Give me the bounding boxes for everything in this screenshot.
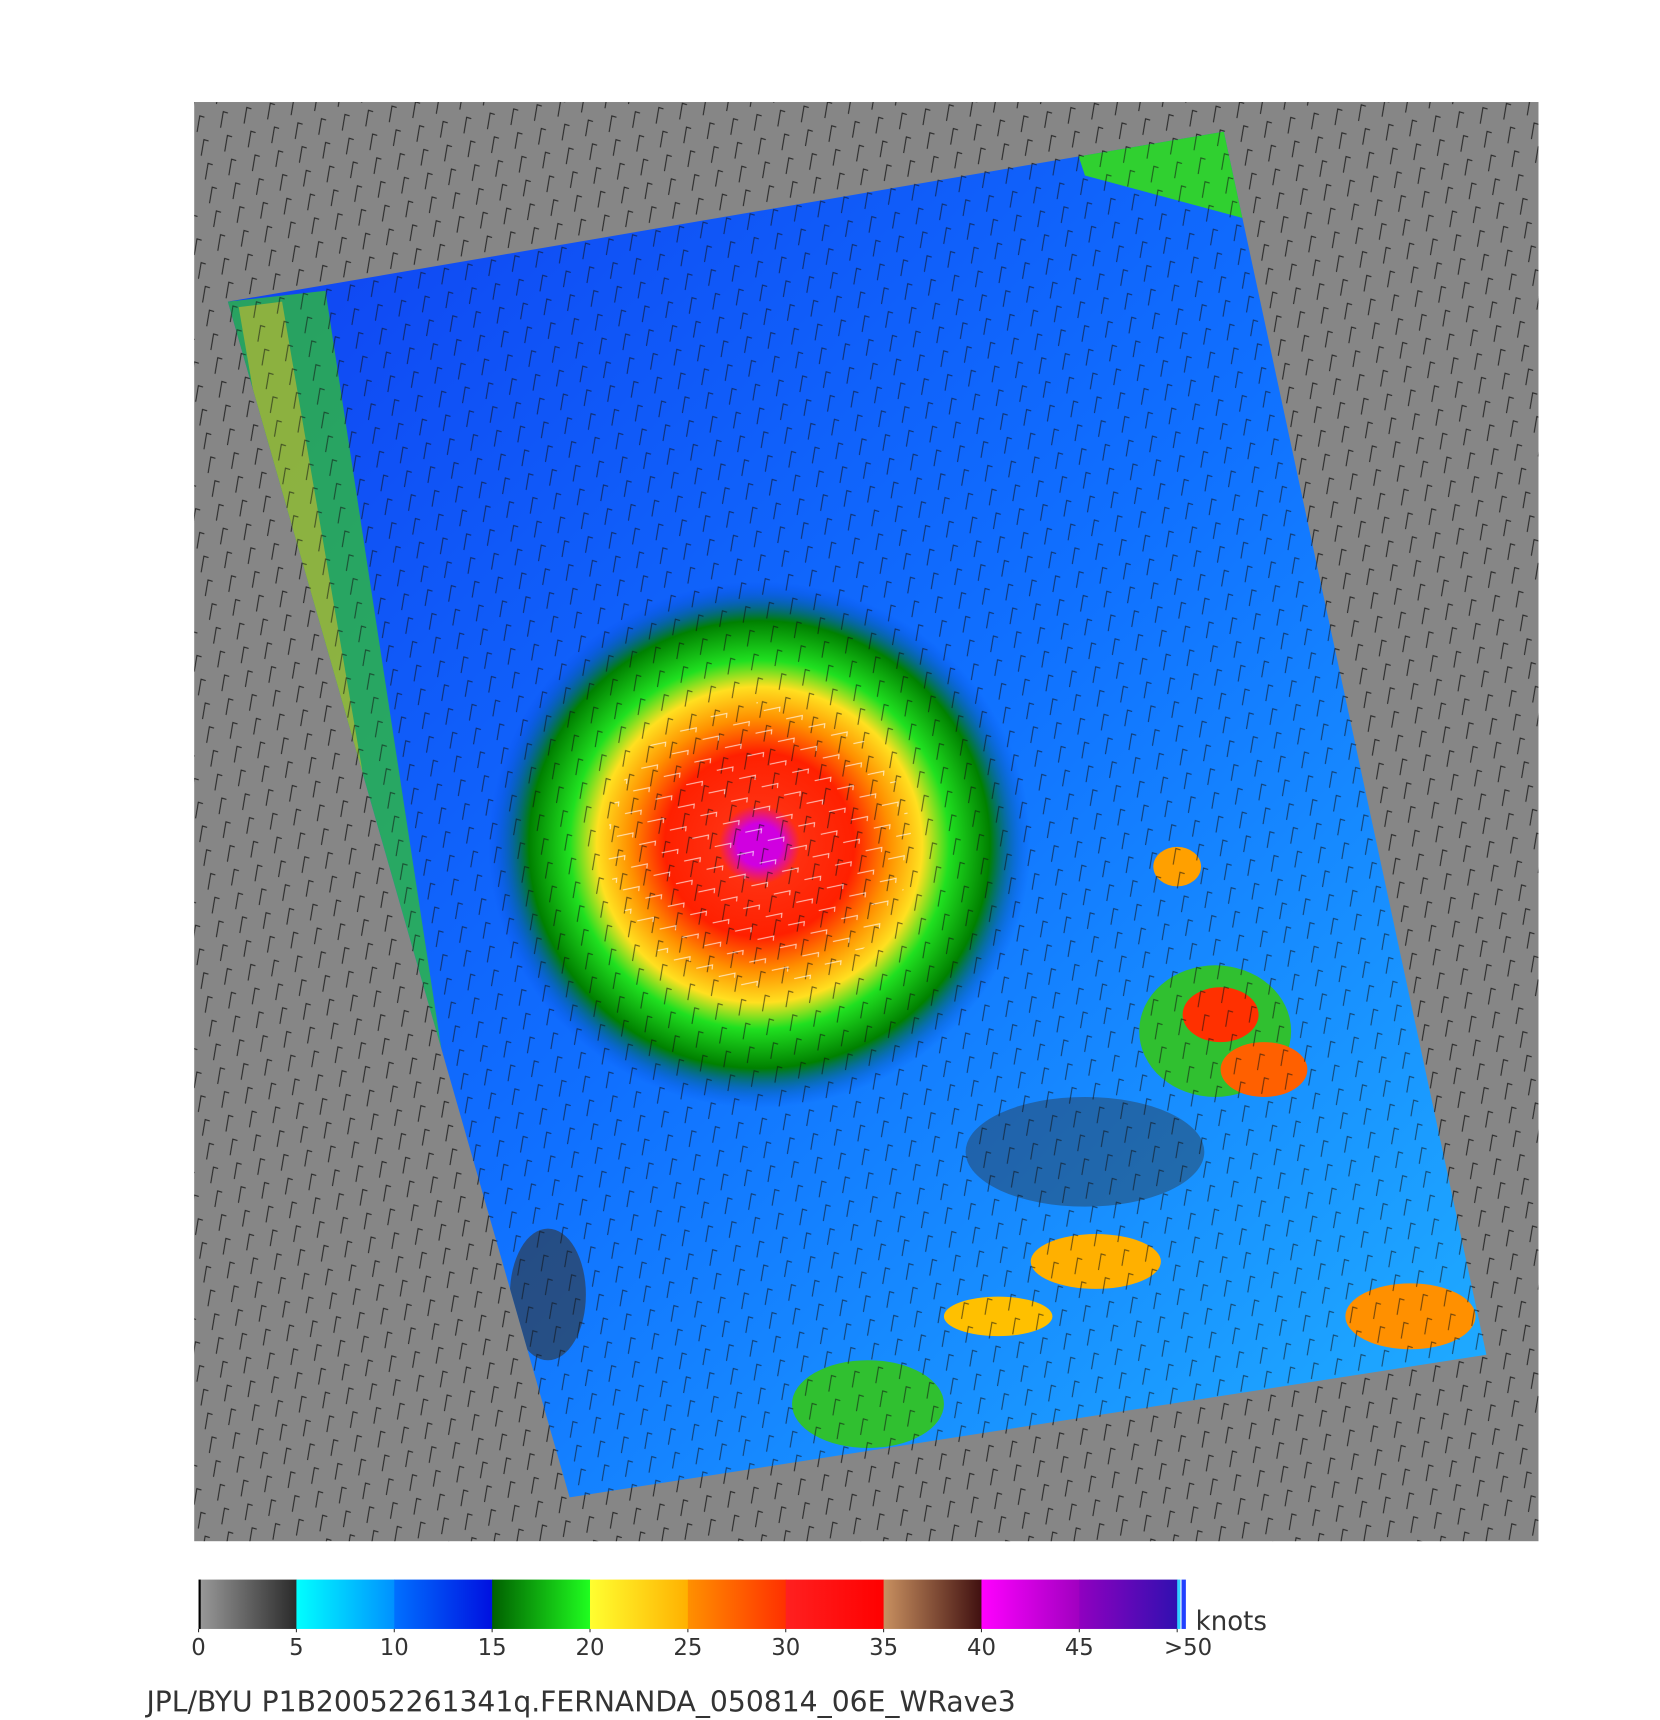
colorbar-unit: knots [1196, 1607, 1267, 1637]
colorbar-tick-label: 0 [191, 1635, 205, 1661]
colorbar-segment [981, 1579, 1080, 1629]
colorbar-segment [198, 1579, 297, 1629]
colorbar: 0 5 10 15 20 25 30 35 40 45 >50 [191, 1579, 1212, 1661]
colorbar-segment [394, 1579, 493, 1629]
colorbar-tick-label: 35 [869, 1635, 898, 1661]
colorbar-segment [687, 1579, 787, 1629]
colorbar-tick-label: 25 [673, 1635, 702, 1661]
colorbar-tick-label: 20 [576, 1635, 605, 1661]
colorbar-segment [590, 1579, 689, 1629]
colorbar-segment [785, 1579, 885, 1629]
colorbar-start [198, 1579, 201, 1629]
colorbar-segment [1079, 1579, 1178, 1629]
colorbar-tick-label: 15 [478, 1635, 507, 1661]
colorbar-end [1177, 1579, 1181, 1629]
colorbar-tick-label: 5 [289, 1635, 303, 1661]
colorbar-tick-label: >50 [1164, 1635, 1212, 1661]
colorbar-tick-label: 30 [771, 1635, 800, 1661]
colorbar-segment [883, 1579, 983, 1629]
colorbar-segment [296, 1579, 395, 1629]
colorbar-tick-label: 40 [967, 1635, 996, 1661]
footer: JPL/BYU P1B20052261341q.FERNANDA_050814_… [144, 1685, 1015, 1718]
colorbar-segment [492, 1579, 591, 1629]
colorbar-tick-label: 45 [1065, 1635, 1094, 1661]
colorbar-end [1181, 1579, 1186, 1629]
colorbar-tick-label: 10 [380, 1635, 409, 1661]
